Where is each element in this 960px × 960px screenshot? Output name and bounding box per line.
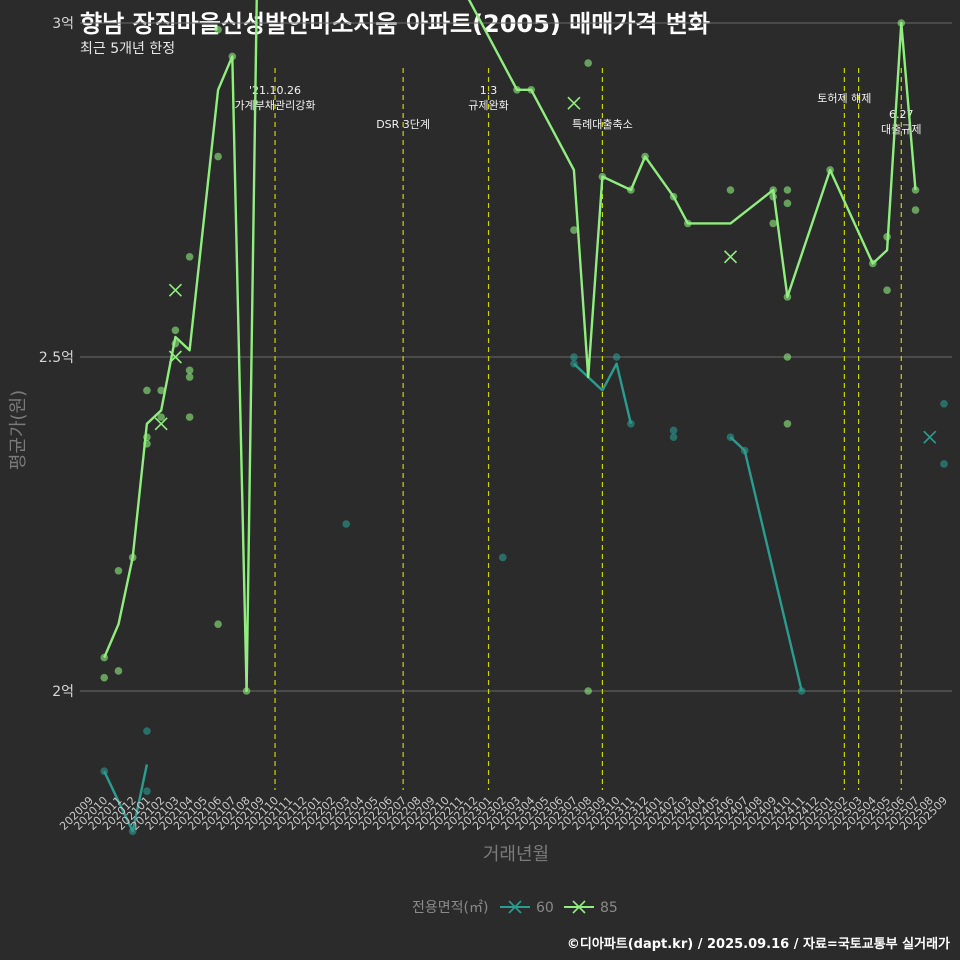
data-point [940, 460, 948, 468]
cross-stroke [168, 350, 182, 364]
data-point [143, 787, 151, 795]
data-point [185, 413, 194, 421]
cross-stroke [723, 250, 738, 264]
cross-stroke [572, 900, 586, 914]
data-point [940, 399, 948, 408]
data-point [185, 252, 194, 261]
event-label: 1.3 [480, 84, 498, 97]
series-line [729, 436, 803, 692]
series-line [103, 764, 149, 833]
data-point [157, 386, 165, 395]
data-point [769, 219, 777, 228]
data-point [114, 667, 123, 675]
data-point [157, 413, 165, 421]
cross-stroke [567, 96, 581, 110]
event-label: DSR 3단계 [376, 118, 430, 131]
y-tick-label: 2.5억 [39, 350, 74, 366]
event-label: 특례대출축소 [572, 118, 633, 131]
cross-marker [723, 250, 738, 264]
legend: 전용면적(㎡) 60 85 [412, 900, 618, 916]
data-point [584, 687, 592, 695]
event-label: 규제완화 [468, 99, 508, 112]
data-point [214, 620, 222, 628]
chart-subtitle: 최근 5개년 한정 [80, 41, 176, 57]
grid-layer [80, 22, 952, 692]
legend-item-85: 85 [564, 900, 618, 916]
data-point [669, 433, 678, 441]
series-85 [100, 0, 920, 695]
cross-marker [567, 96, 581, 110]
legend-label: 85 [600, 900, 618, 916]
chart-title: 향남 장짐마을신성발안미소지움 아파트(2005) 매매가격 변화 [80, 10, 710, 38]
data-point [911, 206, 920, 214]
cross-stroke [923, 430, 937, 444]
data-point [883, 286, 891, 295]
data-point [143, 727, 151, 735]
event-label: 가계부채관리강화 [235, 99, 316, 112]
data-point [143, 386, 151, 395]
data-point [498, 553, 507, 562]
data-point [214, 25, 222, 34]
legend-item-60: 60 [500, 900, 554, 916]
series-line [103, 0, 917, 693]
event-label: 토허제 해제 [817, 91, 871, 105]
legend-title: 전용면적(㎡) [412, 900, 488, 916]
series-60 [100, 353, 948, 836]
data-point [783, 199, 792, 208]
cross-marker [168, 283, 182, 297]
y-axis-title: 평균가(원) [8, 390, 29, 470]
data-point [783, 186, 792, 194]
cross-marker [508, 900, 522, 914]
event-label: 대출규제 [881, 123, 921, 136]
data-point [911, 186, 920, 194]
cross-marker [923, 430, 937, 444]
cross-stroke [508, 900, 522, 914]
data-point [185, 366, 194, 375]
data-point [214, 152, 222, 161]
cross-marker [168, 350, 182, 364]
data-point [783, 420, 792, 428]
cross-marker [572, 900, 586, 914]
data-point [342, 520, 351, 528]
legend-label: 60 [536, 900, 554, 916]
series-layer [100, 0, 948, 836]
data-point [100, 673, 109, 682]
data-point [584, 59, 592, 67]
data-point [185, 373, 194, 381]
data-point [612, 353, 621, 361]
data-point [570, 226, 578, 234]
y-tick-label: 2억 [52, 684, 74, 700]
y-tick-label: 3억 [52, 16, 74, 32]
data-point [783, 353, 792, 361]
data-point [669, 426, 678, 435]
data-point [726, 186, 735, 194]
data-point [570, 353, 578, 361]
event-label: '21.10.26 [249, 84, 301, 97]
cross-stroke [154, 417, 168, 431]
x-axis-title: 거래년월 [483, 844, 549, 865]
data-point [171, 326, 180, 335]
cross-marker [154, 417, 168, 431]
data-point [114, 566, 123, 575]
cross-stroke [168, 283, 182, 297]
axis-layer: 2억2.5억3억3.5억2020092020102020112020122021… [39, 16, 950, 833]
source-caption: ©디아파트(dapt.kr) / 2025.09.16 / 자료=국토교통부 실… [566, 937, 950, 952]
